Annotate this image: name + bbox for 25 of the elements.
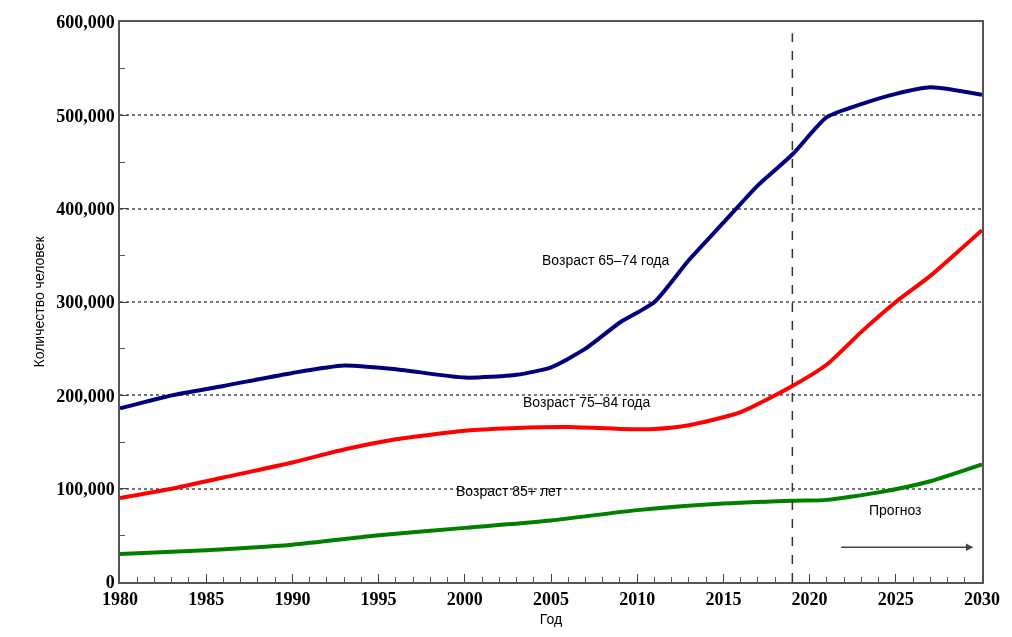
line-series: [120, 85, 982, 411]
x-axis-title: Год: [539, 611, 563, 628]
line-series: [120, 228, 982, 500]
x-tick-label: 2020: [791, 589, 828, 610]
y-tick-label: 100,000: [56, 478, 115, 499]
annotation: Возраст 65–74 года: [542, 252, 670, 268]
x-tick-label: 2010: [619, 589, 656, 610]
annotation: Возраст 85+ лет: [456, 483, 563, 499]
y-tick-label: 500,000: [56, 105, 115, 126]
y-tick-label: 200,000: [56, 385, 115, 406]
x-tick-label: 2025: [877, 589, 914, 610]
x-tick-label: 1985: [188, 589, 225, 610]
y-tick-label: 400,000: [56, 198, 115, 219]
x-tick-label: 2005: [533, 589, 569, 610]
x-tick-label: 1990: [274, 589, 311, 610]
annotation: Прогноз: [869, 502, 922, 518]
annotation: Возраст 75–84 года: [523, 394, 651, 410]
x-tick-label: 2015: [705, 589, 742, 610]
y-axis-title: Количество человек: [31, 235, 48, 368]
x-tick-label: 1995: [360, 589, 397, 610]
x-tick-label: 2030: [964, 589, 1000, 610]
y-tick-label: 300,000: [56, 292, 115, 313]
y-tick-label: 600,000: [56, 12, 115, 33]
x-tick-label: 2000: [446, 589, 483, 610]
line-series: [120, 462, 982, 556]
